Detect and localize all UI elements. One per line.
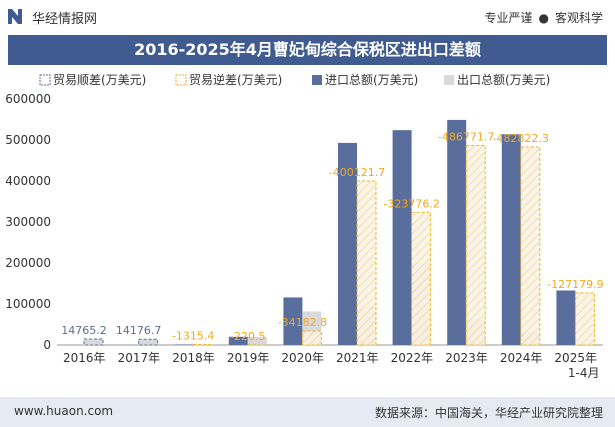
bar-balance (356, 180, 377, 346)
data-label: -486771.7 (438, 130, 494, 143)
bar-balance (411, 211, 432, 346)
bar-import (283, 297, 303, 345)
legend-swatch-import (312, 75, 322, 85)
bar-balance (138, 338, 159, 346)
y-tick-label: 400000 (5, 174, 51, 188)
data-label: -127179.9 (547, 278, 603, 291)
y-tick-label: 0 (43, 338, 51, 352)
bar-export (247, 336, 267, 345)
legend-label: 出口总额(万美元) (457, 73, 550, 87)
bar-import (392, 130, 412, 345)
x-tick-label: 2018年 (172, 351, 215, 365)
logo-icon (8, 9, 22, 24)
legend-label: 贸易逆差(万美元) (189, 72, 282, 87)
bar-balance (465, 144, 486, 346)
legend: 贸易顺差(万美元) 贸易逆差(万美元) 进口总额(万美元) 出口总额(万美元) (39, 72, 550, 87)
x-tick-label: 2021年 (336, 351, 379, 365)
y-tick-label: 600000 (5, 92, 51, 106)
header-bar: 华经情报网 专业严谨 ● 客观科学 (0, 0, 615, 34)
legend-label: 贸易顺差(万美元) (53, 73, 146, 87)
bar-import (338, 142, 357, 345)
bar-import (556, 290, 576, 345)
slogan-left: 专业严谨 (484, 11, 533, 25)
legend-swatch-export (444, 75, 454, 85)
chart-title: 2016-2025年4月曹妃甸综合保税区进出口差额 (8, 35, 607, 65)
data-label: -34182.8 (278, 316, 327, 329)
x-tick-label: 2020年 (281, 351, 324, 365)
bar-import (228, 336, 248, 345)
bar-export (138, 339, 158, 345)
bar-import (174, 344, 194, 345)
x-tick-label: 2023年 (445, 351, 488, 365)
y-tick-label: 200000 (5, 256, 51, 270)
bars (83, 119, 595, 346)
x-tick-label: 2016年 (63, 351, 106, 365)
data-label: -220.5 (230, 330, 265, 343)
x-tick-label: 2025年 (554, 351, 597, 365)
bar-balance (192, 343, 213, 346)
bar-import (501, 134, 521, 345)
legend-label: 进口总额(万美元) (325, 73, 418, 87)
data-label: -482822.3 (493, 132, 549, 145)
bar-balance (83, 338, 104, 346)
footer: www.huaon.com 数据来源：中国海关，华经产业研究院整理 (0, 397, 615, 427)
y-tick-label: 500000 (5, 133, 51, 147)
y-tick-label: 100000 (5, 297, 51, 311)
data-labels: 14765.2 14176.7 -1315.4 -220.5 -34182.8 -4001… (61, 130, 603, 342)
bar-balance (520, 146, 541, 346)
website-link[interactable]: www.huaon.com (14, 404, 114, 418)
x-tick-label: 2022年 (391, 351, 434, 365)
bar-balance (574, 292, 595, 346)
slogan: 专业严谨 ● 客观科学 (484, 9, 603, 26)
x-tick-label: 1-4月 (568, 366, 600, 380)
legend-swatch-deficit (175, 74, 187, 86)
x-tick-label: 2019年 (227, 351, 270, 365)
data-label: -400121.7 (329, 166, 385, 179)
trade-balance-chart: 贸易顺差(万美元) 贸易逆差(万美元) 进口总额(万美元) 出口总额(万美元) 0 10… (5, 72, 603, 380)
bar-balance (301, 330, 322, 346)
slogan-right: 客观科学 (554, 11, 603, 25)
data-label: 14765.2 (61, 324, 107, 337)
slogan-separator: ● (538, 11, 549, 25)
bar-export (84, 338, 103, 345)
x-tick-label: 2024年 (500, 351, 543, 365)
brand-name: 华经情报网 (32, 12, 98, 27)
data-label: -1315.4 (172, 329, 214, 342)
y-tick-label: 300000 (5, 215, 51, 229)
legend-swatch-surplus (39, 74, 51, 86)
data-source: 数据来源：中国海关，华经产业研究院整理 (374, 406, 603, 420)
data-label: -323776.2 (383, 197, 439, 210)
bar-import (447, 119, 467, 345)
x-tick-label: 2017年 (118, 351, 161, 365)
data-label: 14176.7 (116, 324, 162, 337)
